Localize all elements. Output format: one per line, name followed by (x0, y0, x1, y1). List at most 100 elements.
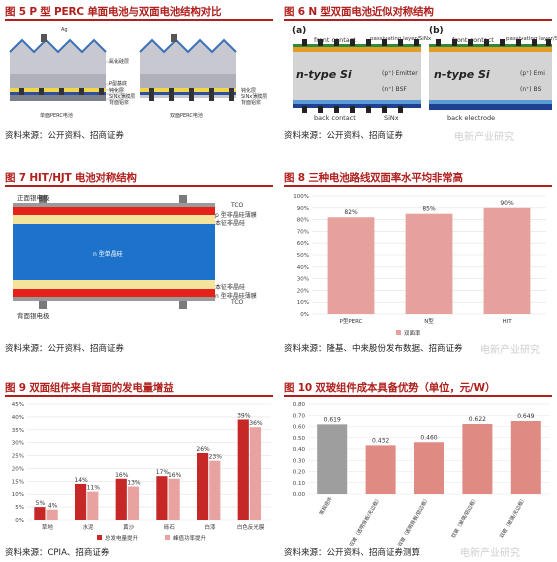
x-tick-label: HIT (502, 319, 512, 325)
bar-0 (237, 419, 249, 520)
y-tick-label: 25% (12, 454, 24, 460)
x-tick-label: 水泥 (82, 523, 94, 531)
fig7-p-layer: p 型非晶硅薄膜 (215, 212, 257, 219)
legend-swatch (97, 535, 102, 540)
legend-swatch (396, 330, 401, 335)
data-label: 4% (48, 503, 58, 510)
data-label: 36% (249, 420, 263, 427)
fig10-watermark: 电新产业研究 (460, 548, 520, 559)
fig8-chart: 0% 10% 20% 30% 40% 50% 60% 70% 80% 90% 100% 82% P型PE… (293, 194, 546, 337)
y-tick-label: 0% (15, 518, 24, 524)
data-label: 0.432 (372, 437, 389, 444)
data-label: 17% (156, 469, 170, 476)
fig6-ntype-b: n-type Si (434, 68, 490, 81)
y-tick-label: 0.20 (293, 470, 306, 476)
y-tick-label: 60% (297, 241, 309, 247)
fig5-title-rule (5, 19, 273, 21)
fig7-n-layer: n 型非晶硅薄膜 (215, 293, 257, 300)
x-tick-label: 双玻（透明背板/无边框） (348, 496, 382, 547)
y-tick-label: 0.30 (293, 458, 306, 464)
fig5-right-layer-label-3: 钝化层 (241, 88, 257, 94)
data-label: 16% (168, 472, 182, 479)
fig8-title-rule (284, 185, 552, 187)
legend-label: 总发电量提升 (105, 534, 139, 542)
x-tick-label: N型 (424, 317, 434, 325)
x-tick-label: P型PERC (340, 317, 363, 325)
legend-swatch (165, 535, 170, 540)
bar-0 (34, 507, 46, 520)
fig6-panel-a-label: (a) (292, 26, 307, 36)
fig9-panel: 图 9 双面组件来自背面的发电量增益 0% 5% 10% 15% 20% 25% 30% 35… (5, 380, 275, 560)
fig8-title: 图 8 三种电池路线双面率水平均非常高 (284, 172, 463, 184)
y-tick-label: 0.40 (293, 447, 306, 453)
fig7-title: 图 7 HIT/HJT 电池对称结构 (5, 172, 137, 184)
fig9-title-rule (5, 395, 273, 397)
fig6-back-electrode: back electrode (447, 114, 496, 122)
fig6-diagram (293, 39, 552, 113)
fig8-watermark: 电新产业研究 (480, 345, 540, 356)
x-tick-label: 白色反光膜 (237, 523, 265, 531)
y-tick-label: 5% (15, 505, 24, 511)
y-tick-label: 20% (12, 466, 24, 472)
y-tick-label: 20% (297, 288, 309, 294)
bar (462, 424, 493, 494)
data-label: 14% (74, 477, 88, 484)
fig10-chart: 0.00 0.10 0.20 0.30 0.40 0.50 0.60 0.70 0.80 0.61… (293, 402, 550, 547)
fig5-right-layer-label-5: 背面铝浆 (241, 100, 262, 106)
y-tick-label: 0.80 (293, 402, 306, 408)
data-label: 5% (36, 500, 46, 507)
y-tick-label: 0% (300, 312, 309, 318)
y-tick-label: 0.60 (293, 425, 306, 431)
y-tick-label: 90% (297, 206, 309, 212)
bar (405, 213, 453, 314)
y-tick-label: 40% (297, 265, 309, 271)
y-tick-label: 35% (12, 428, 24, 434)
bar (510, 420, 541, 494)
fig5-layer-label-5: 背面铝浆 (109, 100, 130, 106)
fig7-back-electrode: 背面银电极 (17, 312, 50, 320)
fig6-emitter: (p⁺) Emitter (382, 70, 418, 77)
fig5-layer-label-2: P型基底 (109, 81, 128, 87)
fig6-passivating-b: passivating layer/SiNx (506, 36, 557, 42)
fig5-layer-label-1: 氮化硅层 (109, 59, 130, 65)
bar-1 (87, 491, 99, 520)
fig7-tco: TCO (231, 202, 244, 209)
fig7-intrinsic-b: 本征非晶硅 (215, 284, 246, 291)
fig5-top-label: Ag (61, 27, 68, 33)
fig7-diagram (13, 195, 215, 309)
y-tick-label: 70% (297, 229, 309, 235)
fig5-layer-label-4: SiNx薄膜层 (109, 94, 136, 100)
fig7-tco-b: TCO (231, 299, 244, 306)
y-tick-label: 30% (12, 441, 24, 447)
x-tick-label: 常规组件 (318, 496, 334, 517)
legend-label: 峰值功率提升 (173, 534, 207, 542)
y-tick-label: 30% (297, 277, 309, 283)
fig6-passivating: passivating layer/SiNx (370, 36, 432, 42)
fig6-emitter-b: (p⁺) Emi (520, 70, 545, 77)
fig10-title-rule (284, 395, 552, 397)
fig7-panel: 图 7 HIT/HJT 电池对称结构 正面银电极 TCO p 型非晶硅薄膜 本征… (5, 170, 275, 360)
bar-0 (74, 483, 87, 520)
bar (413, 442, 445, 494)
fig5-title: 图 5 P 型 PERC 单面电池与双面电池结构对比 (5, 6, 222, 18)
bar (327, 217, 375, 314)
x-tick-label: 草地 (42, 523, 54, 531)
fig5-diagram (9, 34, 237, 101)
fig6-panel-b-label: (b) (429, 26, 444, 36)
fig6-front-contact: front contact (314, 36, 356, 44)
data-label: 0.619 (324, 416, 341, 423)
bar-1 (168, 478, 180, 520)
fig5-caption-left: 单面PERC电池 (40, 113, 73, 119)
data-label: 90% (500, 200, 514, 207)
fig9-title: 图 9 双面组件来自背面的发电量增益 (5, 382, 174, 394)
fig7-title-rule (5, 185, 273, 187)
fig8-source: 资料来源：隆基、中来股份发布数据、招商证券 (284, 344, 463, 354)
fig9-source: 资料来源：CPIA、招商证券 (5, 548, 110, 558)
fig6-ntype-a: n-type Si (296, 68, 352, 81)
data-label: 85% (422, 206, 436, 213)
bar (483, 207, 531, 314)
bar (365, 445, 396, 494)
fig8-panel: 图 8 三种电池路线双面率水平均非常高 0% 10% 20% 30% 40% 50% 60%… (284, 170, 554, 360)
x-tick-label: 双玻（透明背板/铝边框） (396, 496, 430, 547)
fig7-intrinsic: 本征非晶硅 (215, 220, 246, 227)
